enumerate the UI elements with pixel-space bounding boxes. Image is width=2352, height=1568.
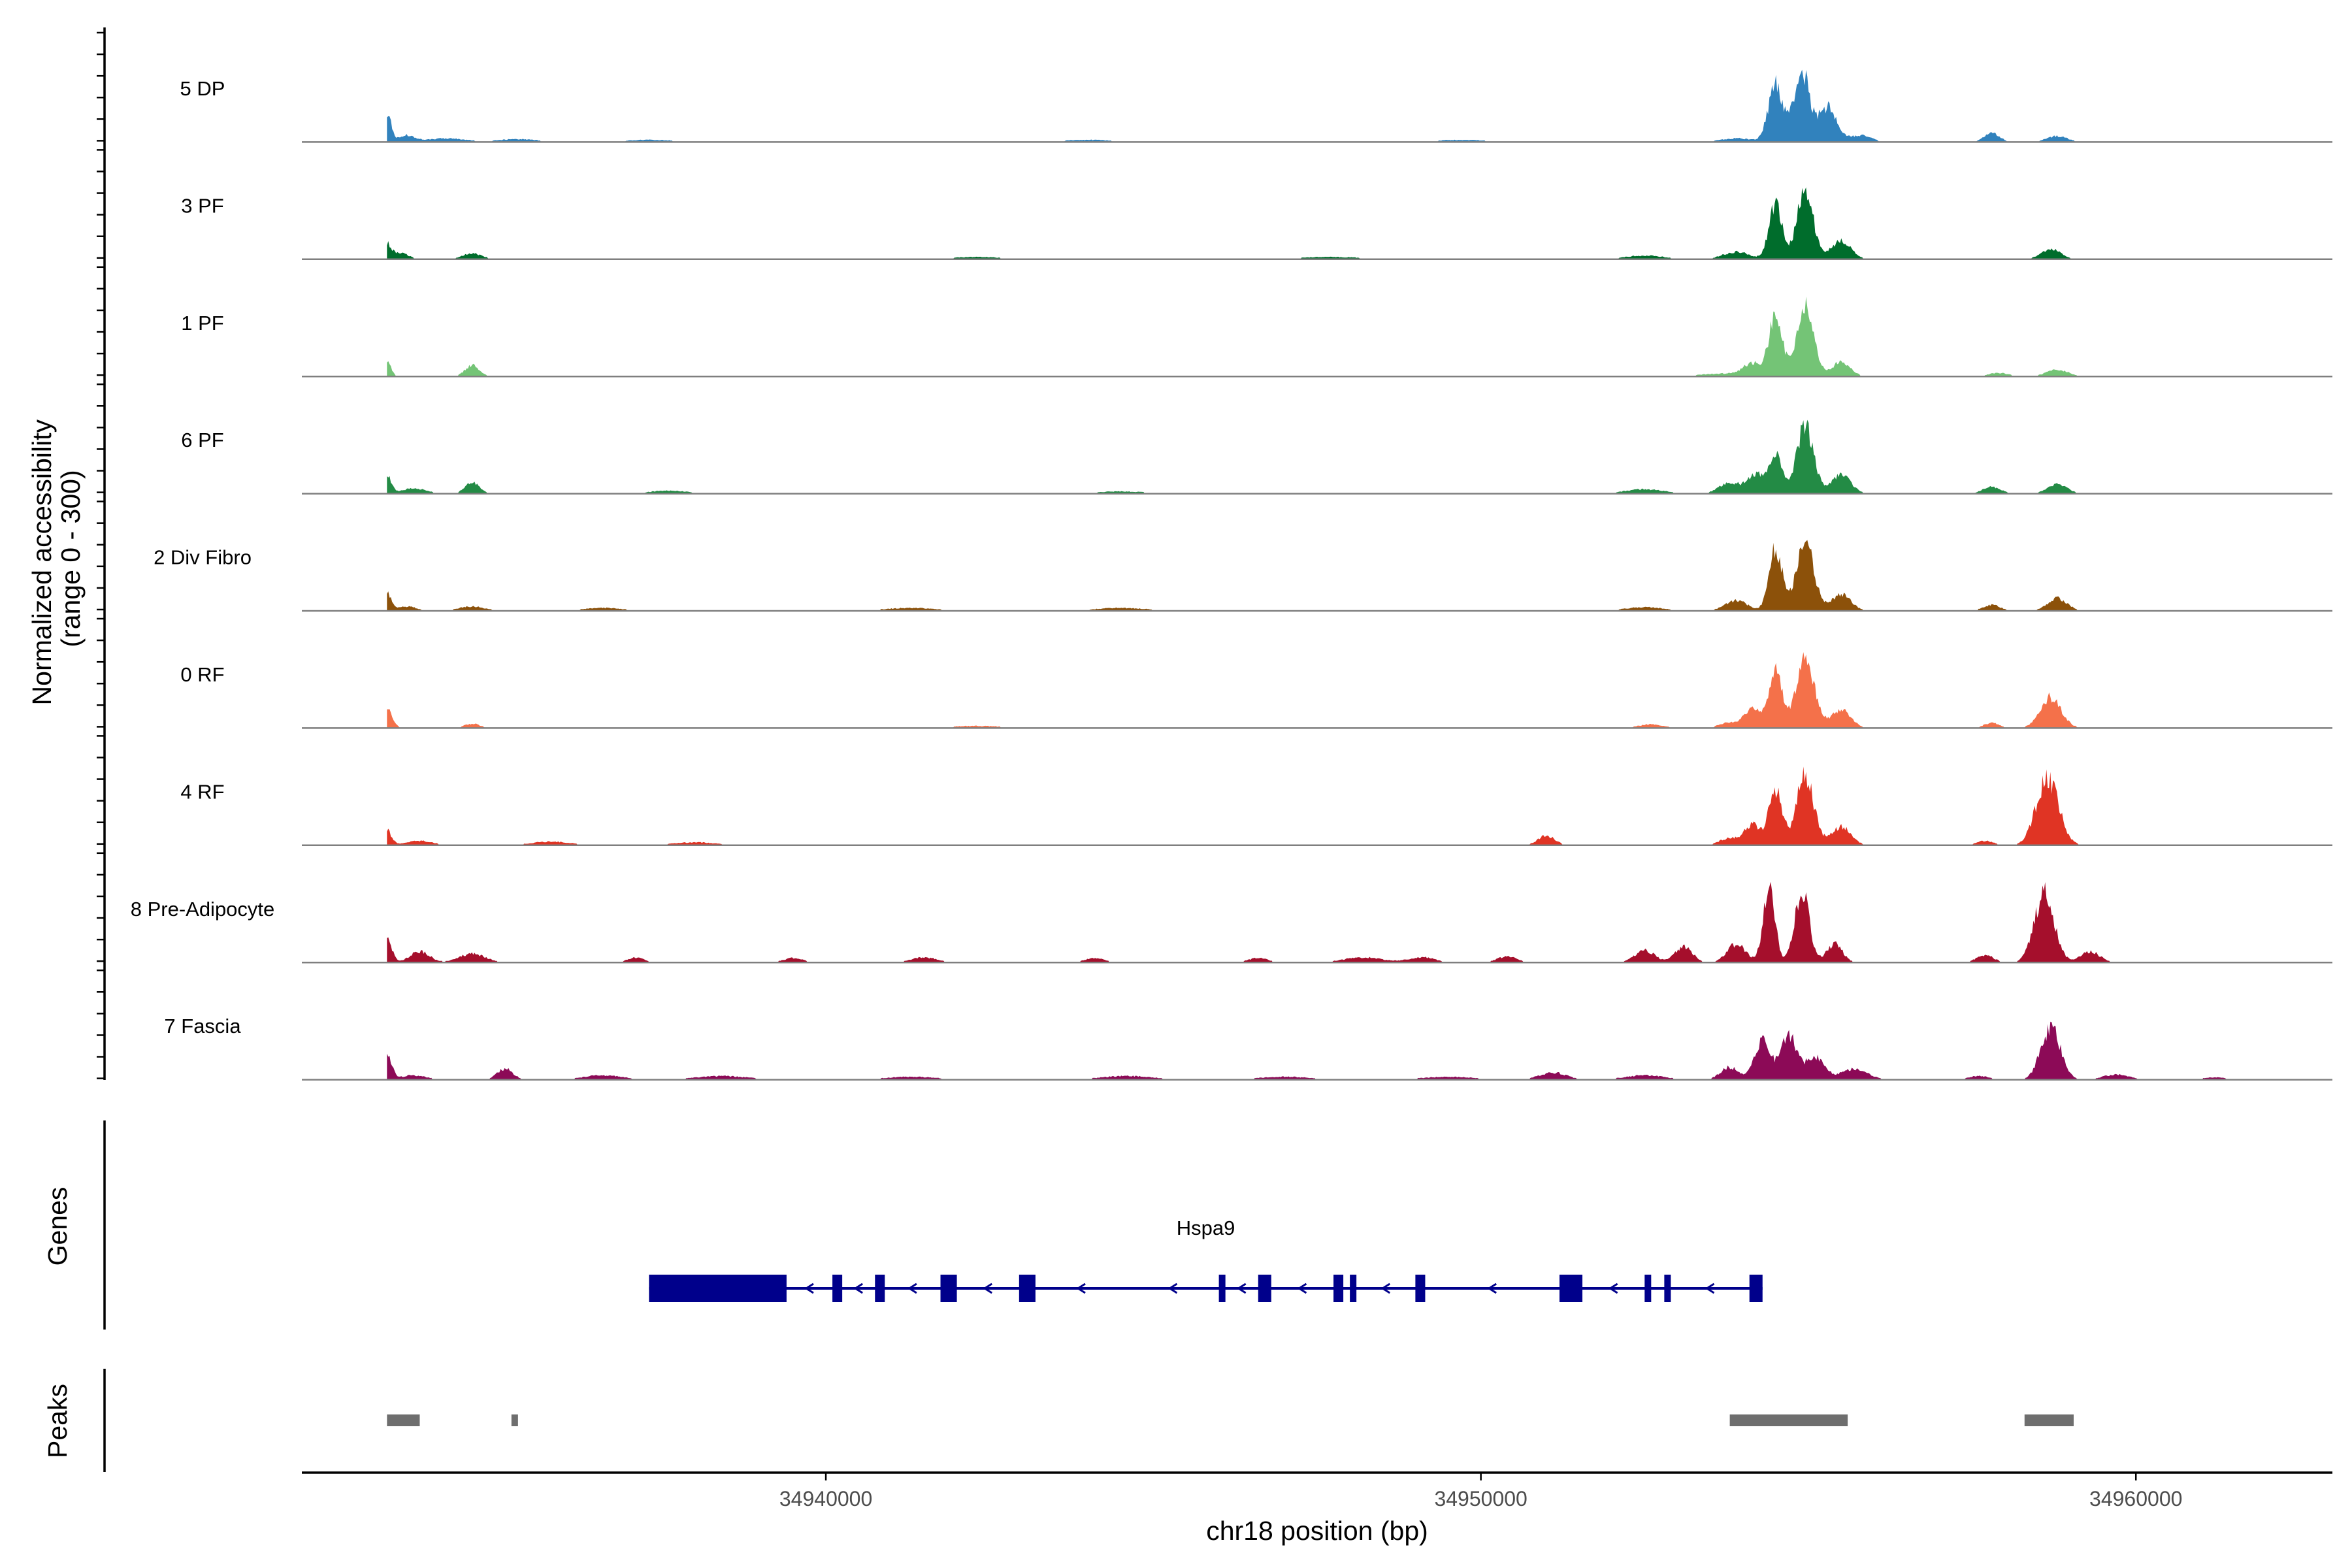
x-tick-label: 34960000	[2089, 1487, 2182, 1511]
gene-exon	[1258, 1275, 1271, 1302]
strand-arrow	[804, 1282, 814, 1294]
coverage-area	[387, 419, 2241, 494]
coverage-track	[302, 69, 2332, 143]
coverage-track	[302, 881, 2332, 964]
gene-track: Hspa9	[649, 1217, 1763, 1302]
strand-arrow	[1487, 1282, 1497, 1294]
coverage-area	[387, 1021, 2241, 1080]
strand-arrow	[1076, 1282, 1086, 1294]
x-axis-title: chr18 position (bp)	[1206, 1516, 1428, 1546]
gene-exon	[1019, 1275, 1036, 1302]
gene-model: Hspa9	[649, 1217, 1763, 1302]
gene-exon	[1333, 1275, 1344, 1302]
axis-titles: Normalized accessibility (range 0 - 300)…	[27, 412, 1428, 1546]
gene-exon	[1218, 1275, 1226, 1302]
track-label: 6 PF	[181, 429, 223, 451]
coverage-area	[387, 881, 2241, 963]
track-label: 1 PF	[181, 312, 223, 335]
coverage-track	[302, 187, 2332, 261]
coverage-track	[302, 766, 2332, 847]
gene-exon	[1415, 1275, 1426, 1302]
coverage-track	[302, 1021, 2332, 1081]
track-label: 0 RF	[180, 663, 224, 686]
peak-region	[511, 1414, 518, 1426]
x-tick-label: 34940000	[779, 1487, 872, 1511]
gene-exon	[1644, 1275, 1652, 1302]
x-tick-label: 34950000	[1434, 1487, 1527, 1511]
coverage-area	[387, 69, 2241, 142]
gene-exon	[1749, 1275, 1763, 1302]
left-axes	[97, 27, 106, 1472]
strand-arrow	[1705, 1282, 1715, 1294]
peak-track	[387, 1414, 2074, 1426]
peak-region	[2024, 1414, 2074, 1426]
strand-arrow	[1380, 1282, 1391, 1294]
peaks-track-title: Peaks	[42, 1384, 73, 1458]
track-label: 7 Fascia	[164, 1015, 241, 1037]
track-label: 2 Div Fibro	[154, 546, 252, 569]
y-axis-title-line1: Normalized accessibility	[27, 419, 57, 705]
x-axis: 34940000 34950000 34960000	[302, 1471, 2332, 1511]
genes-track-title: Genes	[42, 1187, 73, 1266]
strand-arrow	[1608, 1282, 1618, 1294]
track-label: 5 DP	[180, 77, 225, 100]
track-label: 8 Pre-Adipocyte	[131, 898, 275, 921]
coverage-area	[387, 652, 2241, 728]
coverage-track	[302, 540, 2332, 612]
strand-arrow	[1297, 1282, 1307, 1294]
coverage-area	[387, 540, 2241, 611]
strand-arrow	[1168, 1282, 1178, 1294]
coverage-area	[387, 187, 2241, 259]
gene-exon	[1559, 1275, 1583, 1302]
peak-region	[387, 1414, 420, 1426]
strand-arrow	[907, 1282, 917, 1294]
track-label: 3 PF	[181, 194, 223, 217]
gene-exon	[1350, 1275, 1357, 1302]
track-labels: 5 DP 3 PF 1 PF 6 PF 2 Div Fibro 0 RF 4 RF 8 Pre…	[131, 77, 275, 1037]
y-axis-title: Normalized accessibility (range 0 - 300)	[27, 412, 86, 706]
track-label: 4 RF	[180, 780, 224, 803]
peak-region	[1729, 1414, 1848, 1426]
strand-arrow	[853, 1282, 863, 1294]
coverage-area	[387, 297, 2241, 377]
strand-arrow	[983, 1282, 993, 1294]
gene-exon	[940, 1275, 957, 1302]
coverage-track	[302, 419, 2332, 495]
gene-exon	[832, 1275, 843, 1302]
coverage-tracks	[302, 69, 2332, 1081]
y-axis-title-line2: (range 0 - 300)	[56, 470, 86, 647]
coverage-track	[302, 297, 2332, 378]
coverage-track	[302, 652, 2332, 729]
gene-label: Hspa9	[1177, 1217, 1235, 1239]
gene-exon	[649, 1275, 787, 1302]
strand-arrow	[1236, 1282, 1247, 1294]
gene-exon	[875, 1275, 885, 1302]
gene-exon	[1664, 1275, 1671, 1302]
coverage-area	[387, 766, 2241, 845]
